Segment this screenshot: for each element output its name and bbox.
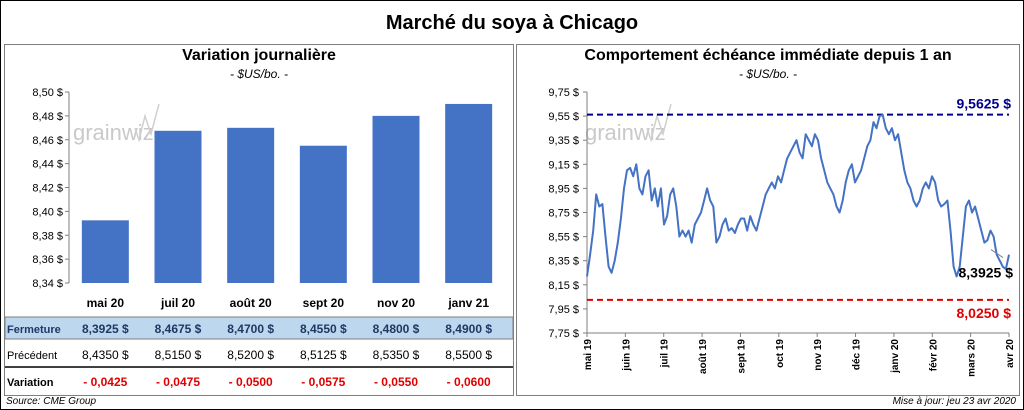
previous-value: 8,5500 $ bbox=[445, 348, 492, 362]
left-chart-title: Variation journalière bbox=[182, 47, 336, 64]
y-tick-label: 8,40 $ bbox=[32, 206, 63, 218]
y-tick-label: 8,44 $ bbox=[32, 159, 63, 171]
grainwiz-watermark: grainwiz bbox=[73, 103, 160, 145]
y-tick-label: 8,15 $ bbox=[548, 280, 579, 292]
line-axes: 7,75 $ 7,95 $ 8,15 $ 8,35 $ 8,55 $ 8,75 $ 8,95… bbox=[548, 87, 1016, 377]
line-chart: grainwiz 7,75 $ 7,95 $ 8,15 $ 8,35 $ 8,55 $ 8… bbox=[548, 87, 1016, 377]
price-series bbox=[586, 113, 1010, 278]
y-tick-label: 9,75 $ bbox=[548, 87, 579, 99]
change-value: - 0,0600 bbox=[447, 375, 491, 389]
bar bbox=[445, 103, 493, 283]
bar bbox=[81, 220, 129, 283]
price-table: Fermeture Précédent Variation mai 20 8,3925 … bbox=[5, 296, 513, 389]
close-value: 8,4800 $ bbox=[373, 322, 420, 336]
y-tick-label: 8,36 $ bbox=[32, 254, 63, 266]
bar-chart: grainwiz 8,34 $8,36 $8,38 $8,40 $8,42 $8… bbox=[5, 87, 513, 389]
reference-lines bbox=[587, 113, 1009, 301]
change-value: - 0,0425 bbox=[83, 375, 127, 389]
y-tick-label: 8,35 $ bbox=[548, 256, 579, 268]
y-tick-label: 7,75 $ bbox=[548, 328, 579, 340]
x-tick-label: sept 19 bbox=[736, 339, 747, 374]
x-tick-label: oct 19 bbox=[775, 339, 786, 368]
close-row-bg bbox=[5, 316, 513, 340]
y-tick-label: 8,38 $ bbox=[32, 230, 63, 242]
watermark-mark bbox=[646, 103, 672, 143]
close-value: 8,4700 $ bbox=[227, 322, 274, 336]
left-chart-unit: - $US/bo. - bbox=[229, 67, 289, 81]
bar-y-axis: 8,34 $ 8,36 $ 8,38 $ 8,40 $ 8,42 $ 8,44 $ 8,46… bbox=[32, 87, 70, 290]
right-chart-title: Comportement échéance immédiate depuis 1… bbox=[584, 47, 952, 64]
high-label: 9,5625 $ bbox=[957, 96, 1012, 112]
change-value: - 0,0575 bbox=[301, 375, 345, 389]
y-tick-label: 8,46 $ bbox=[32, 135, 63, 147]
category-label: juil 20 bbox=[160, 296, 195, 310]
x-tick-label: mars 20 bbox=[967, 339, 978, 377]
right-chart-unit: - $US/bo. - bbox=[738, 67, 798, 81]
y-tick-label: 8,55 $ bbox=[548, 232, 579, 244]
x-tick-label: mai 19 bbox=[583, 339, 594, 371]
main-title: Marché du soya à Chicago bbox=[385, 12, 639, 34]
change-value: - 0,0475 bbox=[156, 375, 200, 389]
previous-value: 8,5200 $ bbox=[227, 348, 274, 362]
close-value: 8,4900 $ bbox=[445, 322, 492, 336]
y-tick-label: 8,95 $ bbox=[548, 183, 579, 195]
category-label: nov 20 bbox=[377, 296, 415, 310]
watermark-mark bbox=[134, 103, 160, 143]
y-tick-label: 9,15 $ bbox=[548, 159, 579, 171]
previous-value: 8,5150 $ bbox=[155, 348, 202, 362]
x-tick-label: déc 19 bbox=[852, 339, 863, 371]
previous-value: 8,5350 $ bbox=[373, 348, 420, 362]
x-tick-label: janv 20 bbox=[890, 339, 901, 374]
y-tick-label: 7,95 $ bbox=[548, 304, 579, 316]
price-line bbox=[586, 113, 1010, 278]
y-tick-label: 8,34 $ bbox=[32, 278, 63, 290]
grainwiz-watermark: grainwiz bbox=[585, 103, 672, 145]
bar-series bbox=[81, 103, 493, 283]
close-value: 8,4675 $ bbox=[155, 322, 202, 336]
bar bbox=[299, 145, 347, 283]
y-tick-label: 8,42 $ bbox=[32, 183, 63, 195]
low-label: 8,0250 $ bbox=[957, 305, 1012, 321]
x-tick-label: août 19 bbox=[698, 339, 709, 374]
change-value: - 0,0500 bbox=[229, 375, 273, 389]
y-tick-label: 9,35 $ bbox=[548, 135, 579, 147]
x-tick-label: févr 20 bbox=[928, 339, 939, 372]
y-tick-label: 8,50 $ bbox=[32, 87, 63, 99]
change-value: - 0,0550 bbox=[374, 375, 418, 389]
x-tick-label: juin 19 bbox=[621, 339, 632, 372]
category-label: août 20 bbox=[230, 296, 272, 310]
y-tick-label: 8,75 $ bbox=[548, 208, 579, 220]
daily-variation-panel: Variation journalière - $US/bo. - grainw… bbox=[4, 44, 514, 396]
previous-row-label: Précédent bbox=[7, 350, 57, 362]
value-labels: 9,5625 $ 8,0250 $ 8,3925 $ bbox=[957, 96, 1014, 321]
last-label: 8,3925 $ bbox=[959, 265, 1014, 281]
previous-value: 8,4350 $ bbox=[82, 348, 129, 362]
bar bbox=[227, 127, 275, 283]
close-value: 8,4550 $ bbox=[300, 322, 347, 336]
change-row-label: Variation bbox=[7, 377, 54, 389]
update-note: Mise à jour: jeu 23 avr 2020 bbox=[892, 396, 1016, 407]
category-label: mai 20 bbox=[87, 296, 125, 310]
category-label: sept 20 bbox=[303, 296, 345, 310]
bar bbox=[372, 115, 420, 283]
y-tick-label: 8,48 $ bbox=[32, 111, 63, 123]
x-tick-label: nov 19 bbox=[813, 339, 824, 371]
close-row-label: Fermeture bbox=[7, 324, 61, 336]
previous-value: 8,5125 $ bbox=[300, 348, 347, 362]
x-tick-label: juil 19 bbox=[660, 339, 671, 369]
one-year-panel: Comportement échéance immédiate depuis 1… bbox=[516, 44, 1020, 396]
category-label: janv 21 bbox=[447, 296, 489, 310]
bar bbox=[154, 130, 202, 283]
y-tick-label: 9,55 $ bbox=[548, 111, 579, 123]
x-tick-label: avr 20 bbox=[1005, 339, 1016, 368]
close-value: 8,3925 $ bbox=[82, 322, 129, 336]
last-leader bbox=[990, 249, 1004, 258]
source-note: Source: CME Group bbox=[6, 396, 97, 407]
